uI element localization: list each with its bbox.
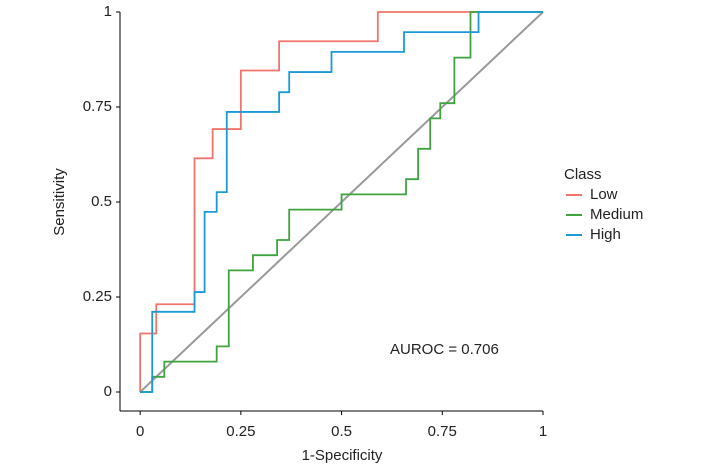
x-tick-label: 0.75 [428,423,457,440]
annotation: AUROC = 0.706 [390,341,499,358]
x-tick-label: 0 [136,423,144,440]
y-tick-label: 0 [104,383,112,400]
x-tick-label: 0.5 [331,423,352,440]
y-tick-label: 0.75 [83,98,112,115]
y-tick-label: 0.5 [91,193,112,210]
legend-label: High [590,226,621,243]
legend-title: Class [564,166,602,183]
x-tick-label: 0.25 [226,423,255,440]
y-axis-label: Sensitivity [51,168,68,236]
y-tick-label: 0.25 [83,288,112,305]
roc-line [140,11,543,393]
roc-line [139,11,543,392]
y-tick-label: 1 [104,3,112,20]
legend-label: Low [590,186,618,203]
legend-label: Medium [590,206,643,223]
roc-line [140,11,543,393]
x-tick-label: 1 [539,423,547,440]
x-axis-label: 1-Specificity [302,447,383,464]
